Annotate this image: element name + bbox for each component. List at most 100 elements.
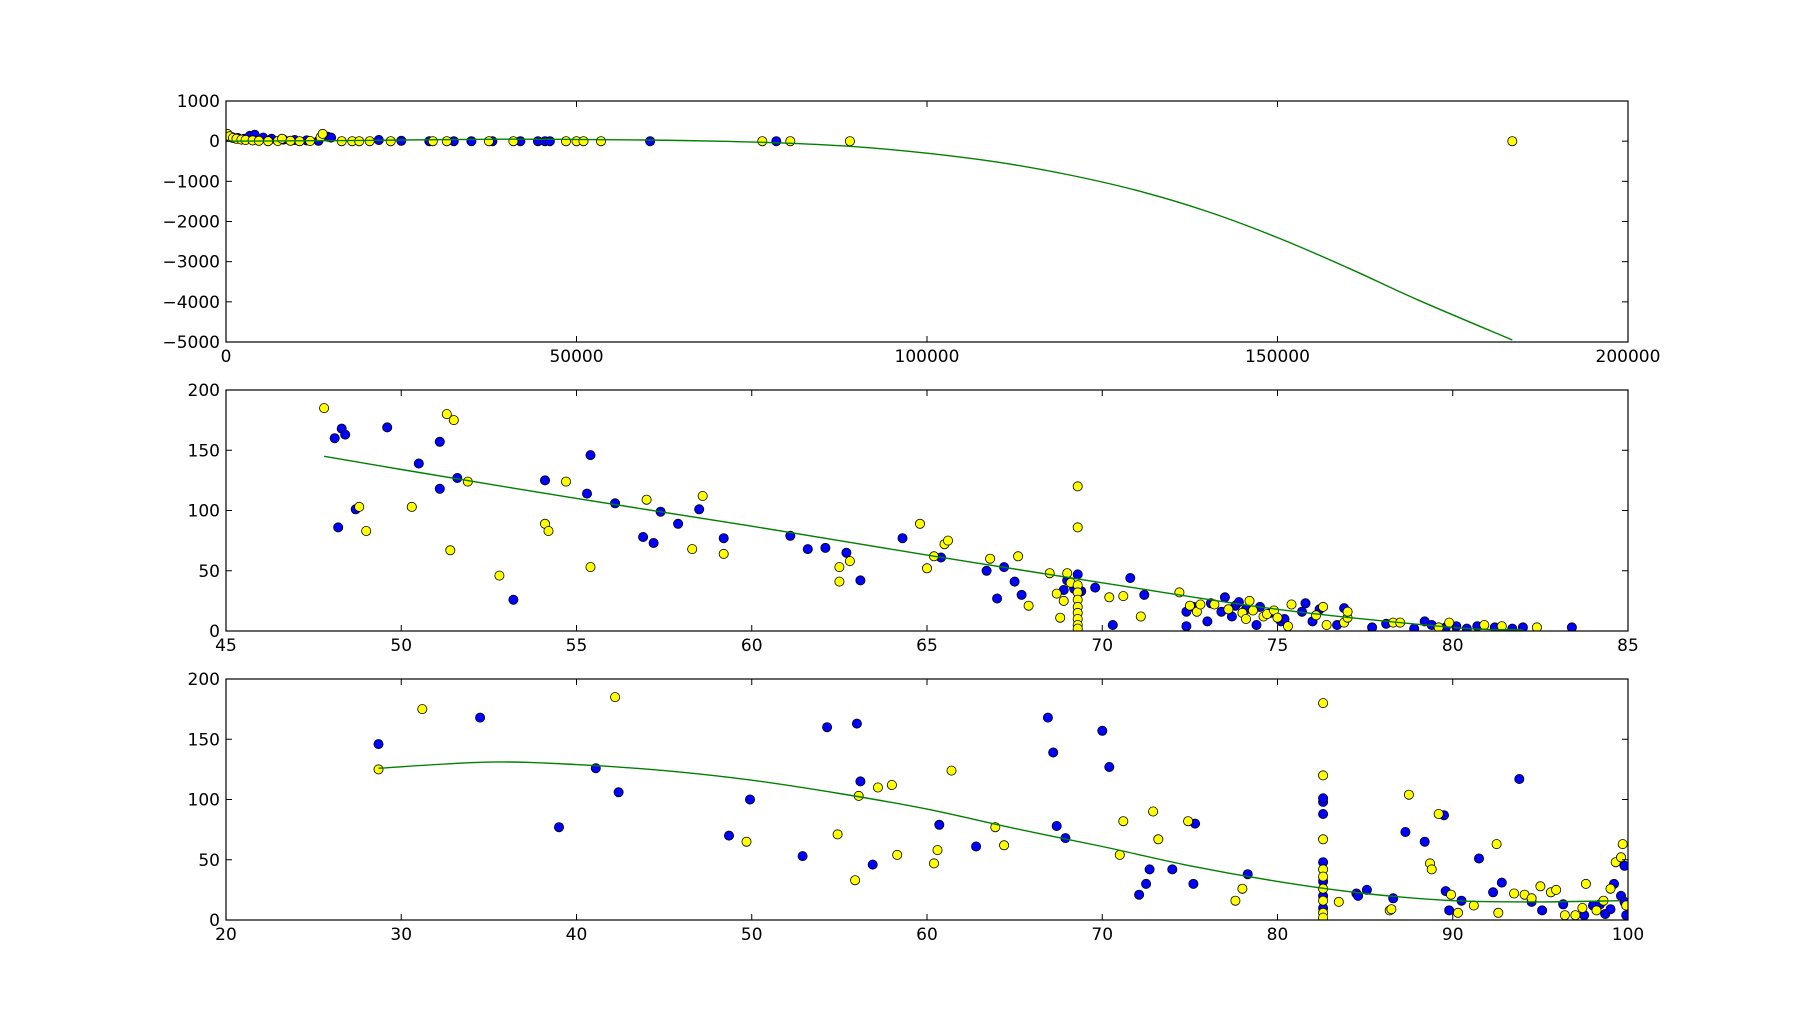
data-point bbox=[613, 787, 624, 798]
data-point bbox=[1104, 592, 1115, 603]
series-yellow-points bbox=[319, 403, 1542, 631]
fit-line bbox=[378, 761, 1620, 903]
data-point bbox=[582, 488, 593, 499]
y-tick-label: 0 bbox=[209, 911, 220, 931]
data-point bbox=[1318, 809, 1329, 820]
data-point bbox=[1051, 821, 1062, 832]
x-tick-label: 150000 bbox=[1245, 347, 1310, 367]
x-tick-label: 60 bbox=[916, 925, 938, 945]
data-point bbox=[1479, 620, 1490, 631]
data-point bbox=[915, 518, 926, 529]
x-tick-label: 200000 bbox=[1596, 347, 1661, 367]
data-point bbox=[771, 136, 782, 147]
series-yellow-points bbox=[226, 128, 1518, 147]
data-point bbox=[1044, 568, 1055, 579]
data-point bbox=[886, 780, 897, 791]
data-point bbox=[1605, 883, 1616, 894]
series-yellow-points bbox=[373, 692, 1628, 920]
x-tick-label: 60 bbox=[741, 636, 763, 656]
data-point bbox=[641, 494, 652, 505]
data-point bbox=[1016, 589, 1027, 600]
data-point bbox=[596, 136, 607, 147]
data-point bbox=[1042, 712, 1053, 723]
data-point bbox=[396, 135, 407, 146]
data-point bbox=[971, 841, 982, 852]
data-point bbox=[1551, 884, 1562, 895]
x-tick-label: 75 bbox=[1267, 636, 1289, 656]
y-tick-label: 200 bbox=[188, 381, 220, 401]
axes-frame bbox=[225, 389, 1629, 632]
data-point bbox=[385, 136, 396, 147]
x-tick-label: 85 bbox=[1617, 636, 1639, 656]
plot-area bbox=[226, 128, 1518, 341]
y-tick-label: 100 bbox=[188, 502, 220, 522]
data-point bbox=[434, 436, 445, 447]
data-point bbox=[1141, 878, 1152, 889]
data-point bbox=[340, 429, 351, 440]
data-point bbox=[897, 533, 908, 544]
data-point bbox=[1318, 770, 1329, 781]
data-point bbox=[745, 794, 756, 805]
data-point bbox=[1559, 910, 1570, 920]
data-point bbox=[319, 403, 330, 414]
data-point bbox=[1135, 611, 1146, 622]
data-point bbox=[1318, 834, 1329, 845]
data-point bbox=[1566, 622, 1577, 631]
data-point bbox=[999, 840, 1010, 851]
data-point bbox=[1526, 893, 1537, 904]
data-point bbox=[757, 136, 768, 147]
data-point bbox=[872, 782, 883, 793]
data-point bbox=[508, 136, 519, 147]
x-tick-label: 100000 bbox=[895, 347, 960, 367]
y-tick-label: 200 bbox=[188, 670, 220, 690]
data-point bbox=[1496, 877, 1507, 888]
y-tick-label: −3000 bbox=[162, 253, 220, 273]
data-point bbox=[1048, 747, 1059, 758]
data-point bbox=[1318, 895, 1329, 906]
data-point bbox=[406, 501, 417, 512]
data-point bbox=[850, 875, 861, 886]
data-point bbox=[1134, 889, 1145, 900]
data-point bbox=[1493, 907, 1504, 918]
data-point bbox=[648, 538, 659, 549]
y-tick-label: −5000 bbox=[162, 333, 220, 353]
x-tick-label: 50000 bbox=[549, 347, 603, 367]
data-point bbox=[445, 545, 456, 556]
plot-area bbox=[373, 692, 1628, 920]
data-point bbox=[1318, 698, 1329, 709]
data-point bbox=[417, 704, 428, 715]
data-point bbox=[561, 476, 572, 487]
data-point bbox=[922, 563, 933, 574]
data-point bbox=[718, 533, 729, 544]
data-point bbox=[1058, 595, 1069, 606]
data-point bbox=[934, 819, 945, 830]
data-point bbox=[1183, 816, 1194, 827]
data-point bbox=[382, 422, 393, 433]
x-tick-label: 80 bbox=[1442, 636, 1464, 656]
data-point bbox=[697, 490, 708, 501]
data-point bbox=[1621, 900, 1628, 911]
data-point bbox=[1104, 762, 1115, 773]
data-point bbox=[1517, 622, 1528, 631]
y-tick-label: −4000 bbox=[162, 293, 220, 313]
y-tick-label: −1000 bbox=[162, 172, 220, 192]
x-tick-label: 70 bbox=[1091, 925, 1113, 945]
data-point bbox=[943, 535, 954, 546]
x-tick-label: 50 bbox=[741, 925, 763, 945]
data-point bbox=[844, 136, 855, 147]
data-point bbox=[373, 739, 384, 750]
data-point bbox=[1233, 597, 1244, 608]
y-tick-label: 100 bbox=[188, 791, 220, 811]
data-point bbox=[1125, 573, 1136, 584]
data-point bbox=[985, 553, 996, 564]
data-point bbox=[1272, 612, 1283, 623]
data-point bbox=[1283, 621, 1293, 631]
data-point bbox=[687, 544, 698, 555]
data-point bbox=[1230, 895, 1241, 906]
data-point bbox=[561, 136, 572, 147]
y-tick-label: 1000 bbox=[177, 92, 220, 112]
x-tick-label: 40 bbox=[566, 925, 588, 945]
axes-frame bbox=[225, 100, 1629, 343]
data-point bbox=[413, 458, 424, 469]
x-tick-label: 45 bbox=[215, 636, 237, 656]
